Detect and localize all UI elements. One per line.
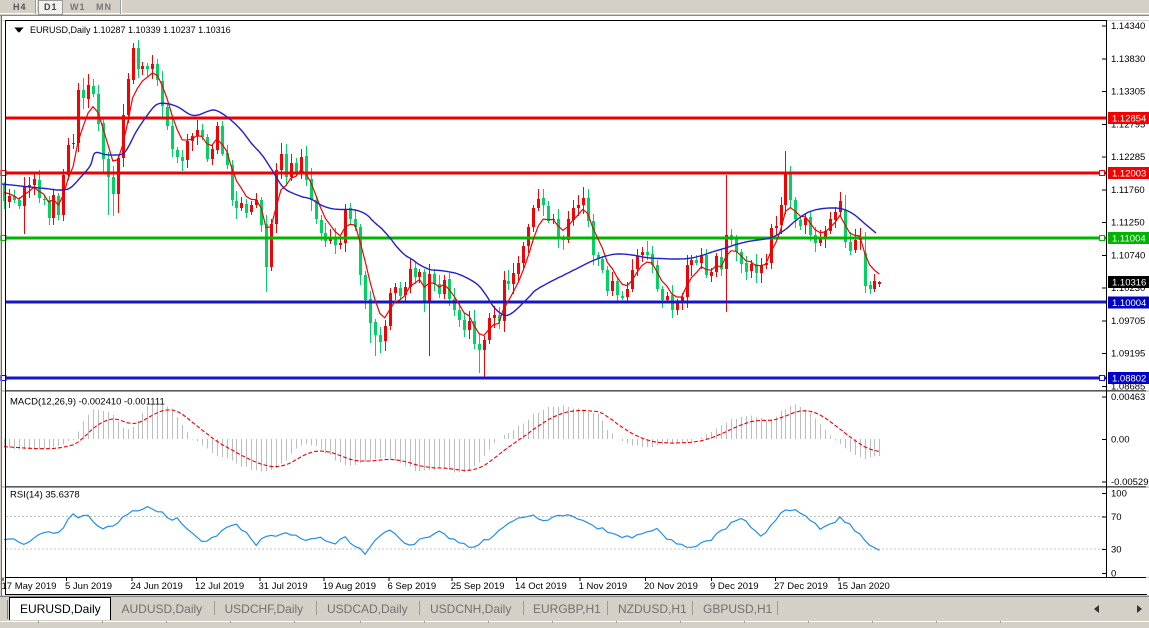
svg-text:0.00: 0.00 [1111, 435, 1130, 446]
svg-text:24 Jun 2019: 24 Jun 2019 [131, 581, 183, 592]
svg-text:1.12285: 1.12285 [1111, 152, 1145, 163]
svg-text:1.11004: 1.11004 [1112, 233, 1146, 244]
svg-text:1.11760: 1.11760 [1111, 185, 1145, 196]
svg-text:31 Jul 2019: 31 Jul 2019 [259, 581, 308, 592]
svg-text:12 Jul 2019: 12 Jul 2019 [195, 581, 244, 592]
svg-text:1 Nov 2019: 1 Nov 2019 [579, 581, 628, 592]
svg-text:100: 100 [1111, 489, 1127, 500]
svg-text:1.09195: 1.09195 [1111, 349, 1145, 360]
svg-text:EURUSD,Daily 1.10287 1.10339: EURUSD,Daily 1.10287 1.10339 1.10237 1.1… [30, 25, 231, 35]
svg-text:1.10004: 1.10004 [1112, 298, 1146, 309]
svg-text:1.11250: 1.11250 [1111, 218, 1145, 229]
svg-text:6 Sep 2019: 6 Sep 2019 [388, 581, 437, 592]
svg-text:1.14340: 1.14340 [1111, 21, 1145, 32]
svg-text:0: 0 [1111, 569, 1116, 580]
svg-text:1.09705: 1.09705 [1111, 316, 1145, 327]
svg-text:MACD(12,26,9) -0.002410 -0.001: MACD(12,26,9) -0.002410 -0.001111 [10, 397, 165, 408]
svg-text:1.10316: 1.10316 [1112, 278, 1146, 289]
svg-text:1.13830: 1.13830 [1111, 54, 1145, 65]
svg-text:25 Sep 2019: 25 Sep 2019 [451, 581, 505, 592]
svg-text:1.13305: 1.13305 [1111, 87, 1145, 98]
svg-text:30: 30 [1111, 544, 1122, 555]
svg-text:1.12003: 1.12003 [1112, 169, 1146, 180]
svg-text:14 Oct 2019: 14 Oct 2019 [515, 581, 567, 592]
svg-text:9 Dec 2019: 9 Dec 2019 [710, 581, 759, 592]
svg-text:RSI(14) 35.6378: RSI(14) 35.6378 [10, 490, 80, 501]
svg-text:1.08802: 1.08802 [1112, 373, 1146, 384]
svg-text:5 Jun 2019: 5 Jun 2019 [65, 581, 112, 592]
svg-text:19 Aug 2019: 19 Aug 2019 [323, 581, 376, 592]
svg-text:27 Dec 2019: 27 Dec 2019 [774, 581, 828, 592]
svg-text:1.10230: 1.10230 [1111, 283, 1145, 294]
svg-text:1.12854: 1.12854 [1112, 114, 1146, 125]
svg-text:0.00463: 0.00463 [1111, 392, 1145, 403]
svg-text:1.08685: 1.08685 [1111, 382, 1145, 393]
svg-text:20 Nov 2019: 20 Nov 2019 [644, 581, 698, 592]
svg-text:17 May 2019: 17 May 2019 [2, 581, 57, 592]
svg-text:1.10740: 1.10740 [1111, 250, 1145, 261]
svg-text:70: 70 [1111, 512, 1122, 523]
svg-text:15 Jan 2020: 15 Jan 2020 [838, 581, 890, 592]
svg-text:1.12795: 1.12795 [1111, 119, 1145, 130]
svg-text:-0.00529: -0.00529 [1111, 477, 1149, 488]
